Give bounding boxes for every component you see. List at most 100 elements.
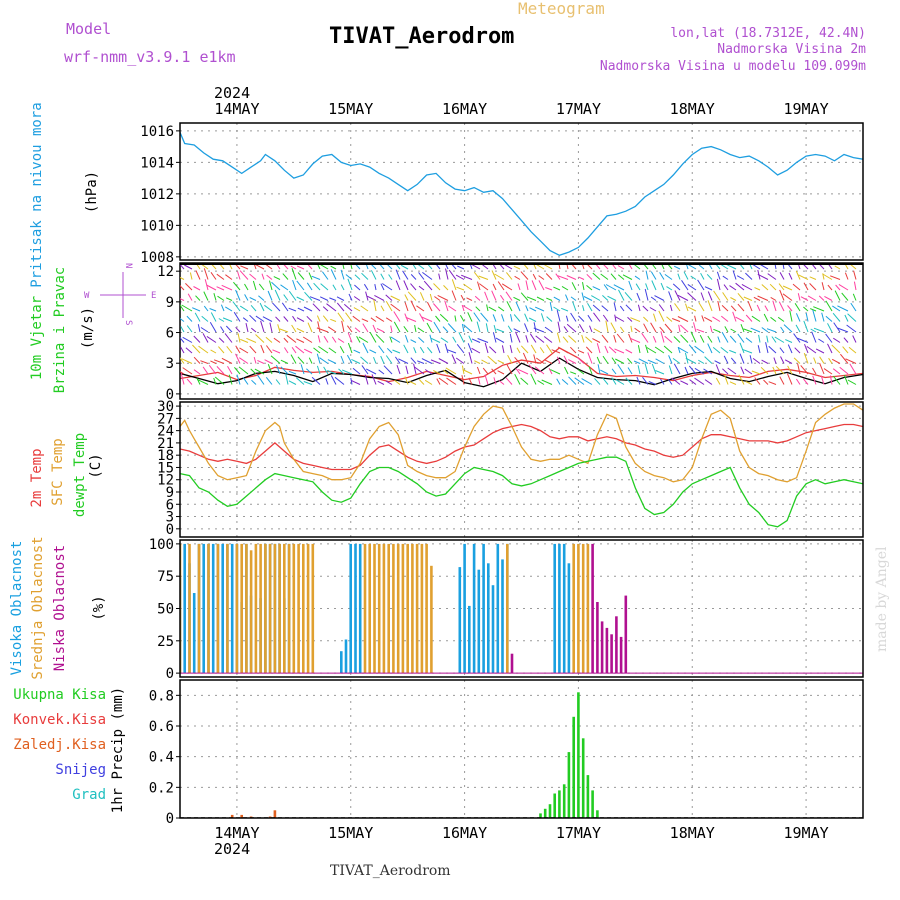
wind-barb <box>654 295 665 301</box>
wind-barb <box>336 296 345 301</box>
y-tick-label: 1012 <box>140 187 174 203</box>
wind-barb <box>417 360 425 364</box>
wind-barb <box>853 270 857 280</box>
wind-barb <box>403 326 409 333</box>
data-bar <box>283 543 286 674</box>
wind-barb <box>187 293 193 301</box>
wind-barb <box>198 345 209 354</box>
wind-barb <box>270 355 281 364</box>
wind-barb <box>506 272 513 280</box>
data-bar <box>600 621 604 674</box>
wind-barb <box>427 346 433 354</box>
wind-barb <box>407 291 417 301</box>
wind-barb <box>448 269 457 280</box>
y-tick-label: 6 <box>166 326 174 342</box>
wind-barb <box>517 368 529 375</box>
wind-barb <box>197 324 201 333</box>
wind-barb <box>446 349 457 354</box>
wind-barb <box>549 302 553 312</box>
wind-barb <box>773 357 777 364</box>
wind-barb <box>601 305 609 312</box>
wind-barb <box>468 335 473 343</box>
wind-barb <box>602 377 609 385</box>
data-bar <box>463 543 466 674</box>
wind-barb <box>604 345 609 354</box>
data-bar <box>382 543 386 674</box>
wind-barb <box>200 327 209 333</box>
wind-unit: (m/s) <box>80 307 96 349</box>
wind-barb <box>390 336 401 343</box>
wind-barb <box>797 293 801 301</box>
wind-barb <box>583 296 593 301</box>
wind-barb <box>741 348 753 354</box>
wind-barb <box>594 378 601 385</box>
wind-barb <box>202 333 209 343</box>
wind-barb <box>544 326 553 333</box>
wind-barb <box>497 281 505 291</box>
wind-barb <box>510 314 513 322</box>
wind-barb <box>551 349 561 354</box>
data-bar <box>506 543 509 674</box>
data-bar <box>221 543 224 674</box>
data-bar <box>259 543 262 674</box>
wind-barb <box>218 318 225 322</box>
wind-barb <box>636 376 641 385</box>
wind-barb <box>658 304 665 312</box>
dewpt-axis-title: dewpt Temp <box>72 433 88 517</box>
wind-barb <box>535 335 545 343</box>
wind-barb <box>568 376 577 385</box>
wind-barb <box>182 336 193 343</box>
wind-barb <box>660 282 665 291</box>
wind-barb <box>730 328 737 333</box>
wind-barb <box>456 343 465 354</box>
wind-barb <box>497 370 505 375</box>
wind-barb <box>593 312 601 322</box>
wind-barb <box>534 306 545 312</box>
wind-barb <box>433 303 441 312</box>
wind-barb <box>715 377 721 385</box>
wind-barb <box>727 367 737 375</box>
y-tick-label: 0.6 <box>149 719 174 735</box>
data-bar <box>278 543 281 674</box>
data-bar <box>572 716 575 818</box>
data-bar <box>197 543 201 674</box>
wind-barb <box>327 359 337 364</box>
wind-barb <box>373 299 377 312</box>
wind-barb <box>330 265 337 270</box>
wind-barb <box>645 283 649 291</box>
wind-barb <box>468 351 473 364</box>
cloud-unit: (%) <box>91 595 107 620</box>
wind-barb <box>221 357 233 364</box>
wind-barb <box>613 302 617 312</box>
wind-barb <box>307 322 313 333</box>
wind-barb <box>812 309 817 322</box>
wind-barb <box>778 301 785 312</box>
data-bar <box>482 543 485 674</box>
data-bar <box>183 543 186 674</box>
wind-barb <box>794 303 801 312</box>
wind-barb <box>737 303 745 312</box>
wind-barb <box>634 275 641 280</box>
plot-area <box>180 132 863 257</box>
data-bar <box>581 543 585 674</box>
wind-barb <box>225 297 233 301</box>
wind-barb <box>712 347 721 354</box>
wind-barb <box>180 298 185 301</box>
wind-barb <box>737 292 745 301</box>
wind-barb <box>245 322 249 333</box>
wind-barb <box>659 326 665 333</box>
wind-barb <box>818 338 825 343</box>
wind-barb <box>498 380 505 385</box>
wind-barb <box>810 328 817 333</box>
wind-barb <box>592 286 601 291</box>
wind-barb <box>438 273 441 280</box>
wind-barb <box>546 344 553 354</box>
wind-barb <box>789 310 793 322</box>
wind-barb <box>436 343 441 354</box>
wind-barb <box>393 321 401 333</box>
wind-barb <box>849 363 857 375</box>
wind-barb <box>218 346 225 354</box>
wind-barb <box>481 359 489 364</box>
wind-barb <box>841 292 849 301</box>
wind-barb <box>767 273 777 280</box>
